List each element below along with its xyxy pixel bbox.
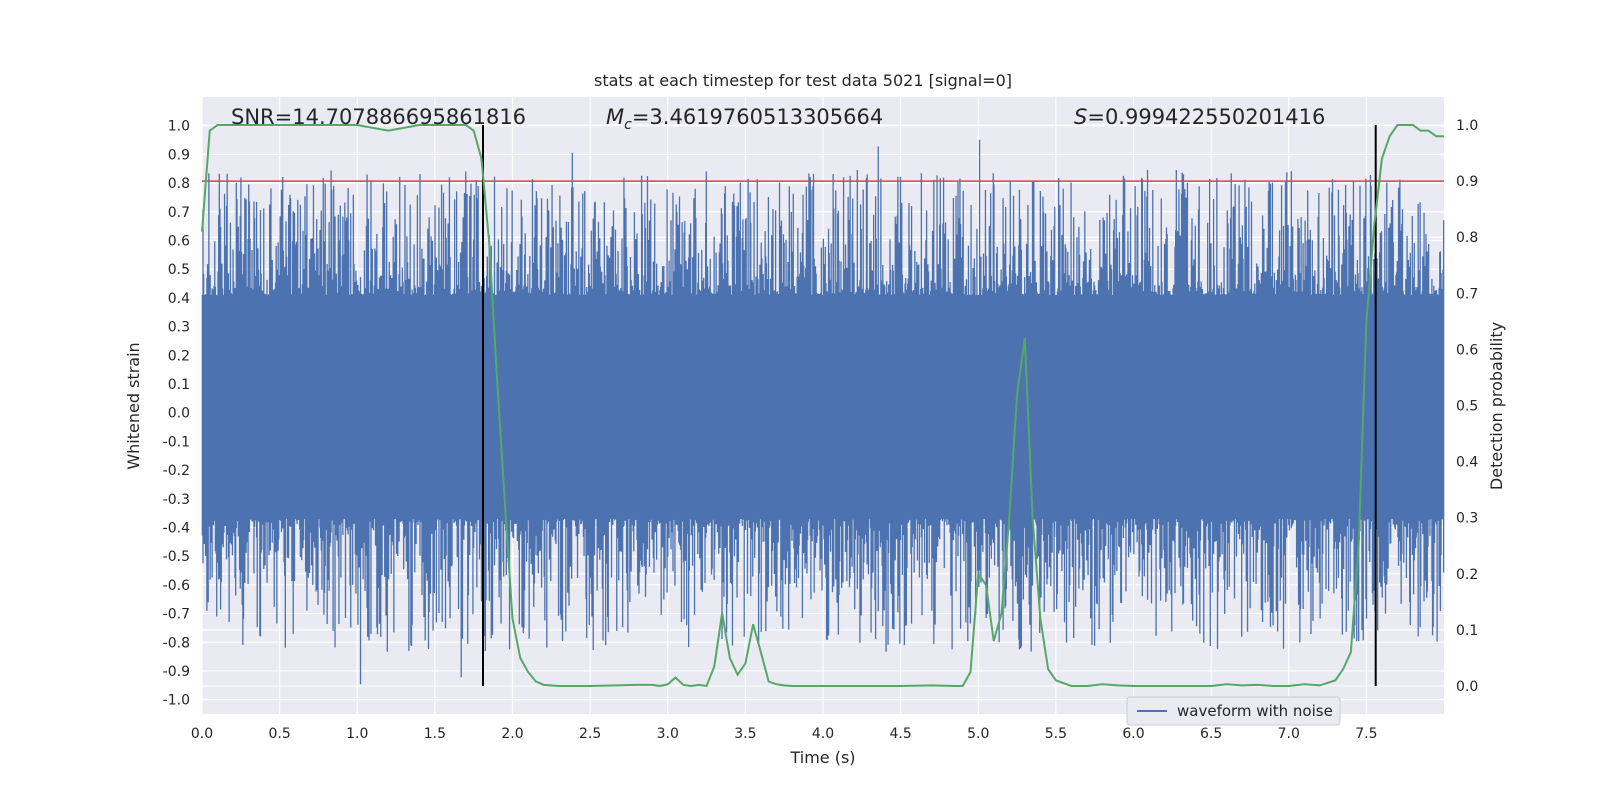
- score-annotation: S=0.999422550201416: [1074, 105, 1325, 129]
- y-left-tick-label: -1.0: [163, 693, 190, 709]
- y-right-tick-label: 0.0: [1456, 679, 1478, 695]
- y-left-axis-label: Whitened strain: [124, 342, 143, 469]
- y-left-tick-label: -0.6: [163, 578, 190, 594]
- y-left-tick-label: 0.9: [168, 147, 190, 163]
- x-tick-label: 0.0: [191, 726, 213, 742]
- y-right-tick-label: 1.0: [1456, 118, 1478, 134]
- legend-box: [1126, 696, 1341, 726]
- x-tick-label: 3.5: [734, 726, 756, 742]
- y-right-tick-label: 0.9: [1456, 174, 1478, 190]
- x-tick-label: 2.0: [501, 726, 523, 742]
- x-tick-label: 3.0: [657, 726, 679, 742]
- y-left-tick-label: -0.3: [163, 492, 190, 508]
- y-left-tick-label: 1.0: [168, 119, 190, 135]
- y-left-tick-label: 0.4: [168, 291, 190, 307]
- chirp-mass-annotation: Mc=3.4619760513305664: [606, 105, 883, 133]
- snr-annotation: SNR=14.707886695861816: [231, 105, 526, 129]
- y-right-axis-ticks: 1.0 0.9 0.8 0.7 0.6 0.5 0.4 0.3 0.2 0.1 0.0: [1456, 118, 1478, 695]
- y-left-tick-label: 0.2: [168, 348, 190, 364]
- y-left-tick-label: -0.1: [163, 434, 190, 450]
- x-tick-label: 6.5: [1200, 726, 1222, 742]
- y-left-tick-label: -0.5: [163, 549, 190, 565]
- y-left-tick-label: 0.5: [168, 262, 190, 278]
- y-left-tick-label: 0.6: [168, 233, 190, 249]
- y-left-tick-label: 0.1: [168, 377, 190, 393]
- legend-entry-waveform: waveform with noise: [1177, 702, 1333, 720]
- y-right-tick-label: 0.2: [1456, 567, 1478, 583]
- y-right-tick-label: 0.4: [1456, 455, 1478, 471]
- x-tick-label: 1.5: [424, 726, 446, 742]
- x-tick-label: 5.5: [1045, 726, 1067, 742]
- x-tick-label: 6.0: [1122, 726, 1144, 742]
- y-right-axis-label: Detection probability: [1487, 322, 1506, 490]
- y-left-tick-label: -0.2: [163, 463, 190, 479]
- y-left-tick-label: -0.4: [163, 520, 190, 536]
- x-tick-label: 2.5: [579, 726, 601, 742]
- x-tick-label: 7.0: [1278, 726, 1300, 742]
- x-tick-label: 5.0: [967, 726, 989, 742]
- y-right-tick-label: 0.3: [1456, 511, 1478, 527]
- y-left-axis-ticks: 1.0 0.9 0.8 0.7 0.6 0.5 0.4 0.3 0.2 0.1 0.0 -0.1 -0.…: [163, 119, 190, 709]
- x-axis-ticks: 0.0 0.5 1.0 1.5 2.0 2.5 3.0 3.5 4.0 4.5 5.0 5.5 6.0 6…: [191, 726, 1378, 742]
- y-right-tick-label: 0.1: [1456, 623, 1478, 639]
- y-left-tick-label: 0.0: [168, 406, 190, 422]
- x-tick-label: 7.5: [1355, 726, 1377, 742]
- x-tick-label: 4.5: [889, 726, 911, 742]
- y-right-tick-label: 0.8: [1456, 230, 1478, 246]
- detection-probability-line: [201, 124, 1444, 688]
- x-tick-label: 1.0: [346, 726, 368, 742]
- y-left-tick-label: 0.8: [168, 176, 190, 192]
- x-axis-label: Time (s): [789, 748, 855, 767]
- y-left-tick-label: -0.9: [163, 664, 190, 680]
- waveform-series: [201, 139, 1445, 685]
- x-tick-label: 0.5: [268, 726, 290, 742]
- y-right-tick-label: 0.7: [1456, 286, 1478, 302]
- chart-title: stats at each timestep for test data 502…: [594, 71, 1012, 90]
- legend: waveform with noise: [1126, 696, 1341, 726]
- y-right-tick-label: 0.5: [1456, 399, 1478, 415]
- y-right-tick-label: 0.6: [1456, 342, 1478, 358]
- y-left-tick-label: -0.7: [163, 607, 190, 623]
- y-left-tick-label: 0.3: [168, 320, 190, 336]
- x-tick-label: 4.0: [812, 726, 834, 742]
- y-left-tick-label: -0.8: [163, 635, 190, 651]
- y-left-tick-label: 0.7: [168, 205, 190, 221]
